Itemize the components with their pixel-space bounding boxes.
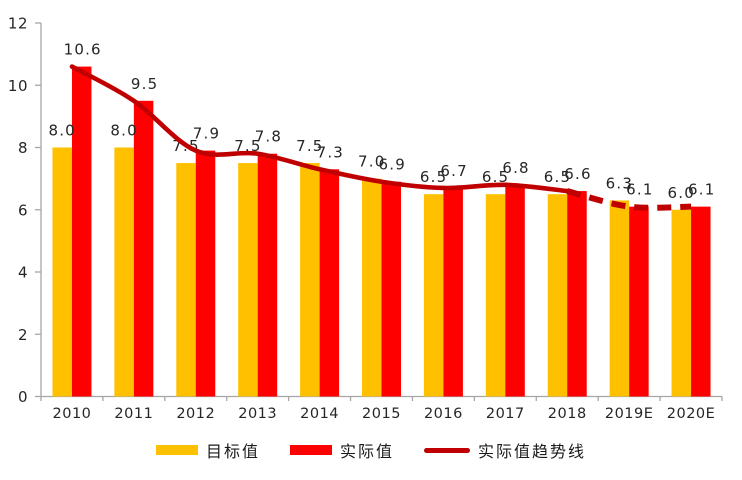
actual-value-label: 9.5 — [131, 75, 158, 93]
y-tick-label: 6 — [18, 201, 28, 219]
legend-item-trendline: 实际值趋势线 — [424, 438, 586, 462]
legend-item-actual: 实际值 — [289, 438, 394, 462]
x-tick-label: 2020E — [667, 406, 716, 422]
y-tick-label: 4 — [18, 264, 28, 282]
target-value-label: 6.5 — [544, 168, 571, 186]
actual-bar-2014 — [319, 169, 340, 397]
actual-value-label: 7.8 — [255, 128, 282, 146]
target-bar-2019E — [609, 200, 630, 397]
target-bar-2020E — [671, 209, 692, 397]
actual-bar-2013 — [257, 153, 278, 397]
actual-bar-2012 — [195, 150, 216, 397]
x-tick-label: 2017 — [486, 406, 525, 422]
x-tick-label: 2018 — [548, 406, 587, 422]
target-series-label: 目标值 — [205, 444, 260, 461]
actual-value-label: 6.8 — [502, 159, 529, 177]
target-bar-2011 — [114, 147, 134, 397]
actual-series-label: 实际值 — [339, 444, 394, 461]
target-value-label: 7.0 — [358, 153, 385, 171]
actual-bar-2017 — [505, 184, 525, 397]
x-tick-label: 2014 — [300, 406, 339, 422]
bar-line-chart: 0 2 4 6 8 10 12 8.0 10.6 2010 8.0 9.5 2011 7.5 7.9 2012… — [8, 15, 723, 422]
actual-value-label: 6.6 — [564, 165, 591, 183]
target-bar-2016 — [423, 194, 444, 397]
y-tick-label: 10 — [8, 77, 28, 95]
x-tick-label: 2019E — [605, 406, 654, 422]
target-value-label: 8.0 — [48, 122, 75, 140]
trend-line-solid — [69, 64, 570, 194]
actual-value-label: 10.6 — [64, 41, 102, 59]
legend-item-target: 目标值 — [155, 438, 260, 462]
actual-value-label: 6.1 — [688, 181, 715, 199]
target-value-label: 7.5 — [234, 137, 261, 155]
target-value-label: 6.5 — [420, 168, 447, 186]
chart-legend: 目标值 实际值 实际值趋势线 — [0, 438, 742, 462]
actual-bar-2010 — [71, 66, 92, 397]
trend-line-dashed — [566, 188, 692, 211]
x-tick-label: 2012 — [176, 406, 215, 422]
actual-value-label: 6.7 — [440, 162, 467, 180]
target-bar-2015 — [362, 178, 382, 397]
target-bar-2017 — [485, 194, 506, 397]
actual-bar-2011 — [133, 100, 154, 397]
target-bar-2010 — [52, 147, 72, 397]
x-tick-label: 2013 — [238, 406, 277, 422]
actual-bar-2019E — [629, 206, 649, 397]
actual-value-label: 6.1 — [626, 181, 653, 199]
actual-bar-2015 — [381, 181, 401, 397]
target-value-label: 6.0 — [668, 184, 695, 202]
y-tick-label: 0 — [18, 388, 28, 406]
y-tick-label: 2 — [18, 326, 28, 344]
actual-value-label: 6.9 — [379, 156, 406, 174]
actual-bar-2016 — [443, 187, 463, 397]
x-tick-label: 2015 — [362, 406, 401, 422]
actual-series-swatch — [289, 445, 332, 455]
y-tick-label: 8 — [18, 139, 28, 157]
actual-value-label: 7.3 — [317, 143, 344, 161]
target-value-label: 8.0 — [110, 122, 137, 140]
y-tick-label: 12 — [8, 15, 28, 33]
target-series-swatch — [155, 445, 198, 455]
x-tick-label: 2010 — [53, 406, 92, 422]
trendline-series-label: 实际值趋势线 — [478, 444, 587, 461]
x-tick-label: 2016 — [424, 406, 463, 422]
target-value-label: 6.3 — [606, 174, 633, 192]
target-bar-2014 — [300, 163, 320, 397]
target-bar-2018 — [547, 194, 568, 397]
actual-bar-2020E — [691, 206, 711, 397]
target-value-label: 7.5 — [296, 137, 323, 155]
target-value-label: 6.5 — [482, 168, 509, 186]
target-bar-2013 — [238, 163, 258, 397]
trendline-series-swatch — [424, 447, 470, 453]
x-tick-label: 2011 — [114, 406, 153, 422]
target-bar-2012 — [176, 163, 196, 397]
actual-bar-2018 — [567, 191, 587, 397]
actual-value-label: 7.9 — [193, 125, 220, 143]
